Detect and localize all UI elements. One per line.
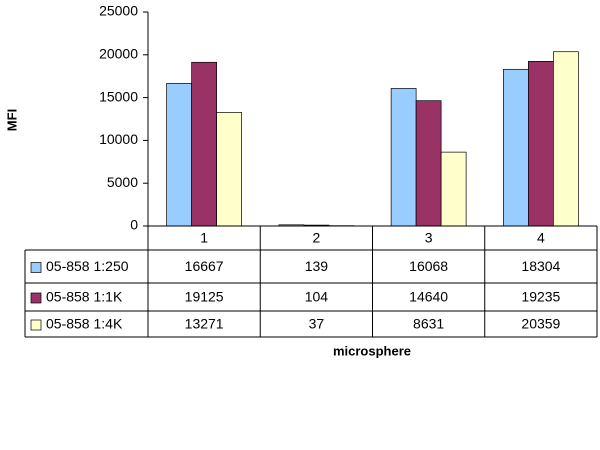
y-tick-label: 0 bbox=[130, 217, 138, 233]
legend-key bbox=[30, 292, 42, 304]
table-value: 13271 bbox=[185, 316, 224, 332]
table-value: 14640 bbox=[409, 289, 448, 305]
legend-key bbox=[30, 262, 42, 273]
table-value: 139 bbox=[305, 258, 329, 274]
y-axis-title: MFI bbox=[4, 109, 19, 131]
y-tick-label: 15000 bbox=[99, 88, 138, 104]
table-value: 104 bbox=[305, 289, 329, 305]
bar bbox=[216, 112, 242, 227]
table-value: 16667 bbox=[185, 258, 224, 274]
table-value: 19125 bbox=[185, 289, 224, 305]
bar bbox=[166, 82, 192, 227]
x-tick-label: 2 bbox=[312, 230, 320, 246]
bar bbox=[528, 60, 554, 227]
legend-label: 05-858 1:250 bbox=[46, 258, 129, 274]
y-tick-label: 5000 bbox=[107, 174, 138, 190]
x-axis-title: microsphere bbox=[333, 343, 411, 358]
y-tick-label: 20000 bbox=[99, 46, 138, 62]
bar bbox=[553, 51, 579, 227]
bar bbox=[390, 88, 417, 227]
table-value: 19235 bbox=[521, 289, 560, 305]
legend-label: 05-858 1:4K bbox=[46, 316, 123, 332]
bar bbox=[415, 100, 442, 227]
legend-label: 05-858 1:1K bbox=[46, 289, 123, 305]
table-value: 18304 bbox=[521, 258, 560, 274]
x-tick-label: 4 bbox=[537, 230, 545, 246]
table-value: 8631 bbox=[413, 316, 444, 332]
table-value: 16068 bbox=[409, 258, 448, 274]
y-tick-label: 10000 bbox=[99, 131, 138, 147]
bar bbox=[440, 151, 467, 227]
table-value: 20359 bbox=[521, 316, 560, 332]
bar bbox=[191, 61, 217, 227]
legend-key bbox=[30, 319, 42, 331]
bar bbox=[503, 68, 529, 227]
x-tick-label: 3 bbox=[425, 230, 433, 246]
table-value: 37 bbox=[309, 316, 325, 332]
x-tick-label: 1 bbox=[200, 230, 208, 246]
y-tick-label: 25000 bbox=[99, 3, 138, 19]
